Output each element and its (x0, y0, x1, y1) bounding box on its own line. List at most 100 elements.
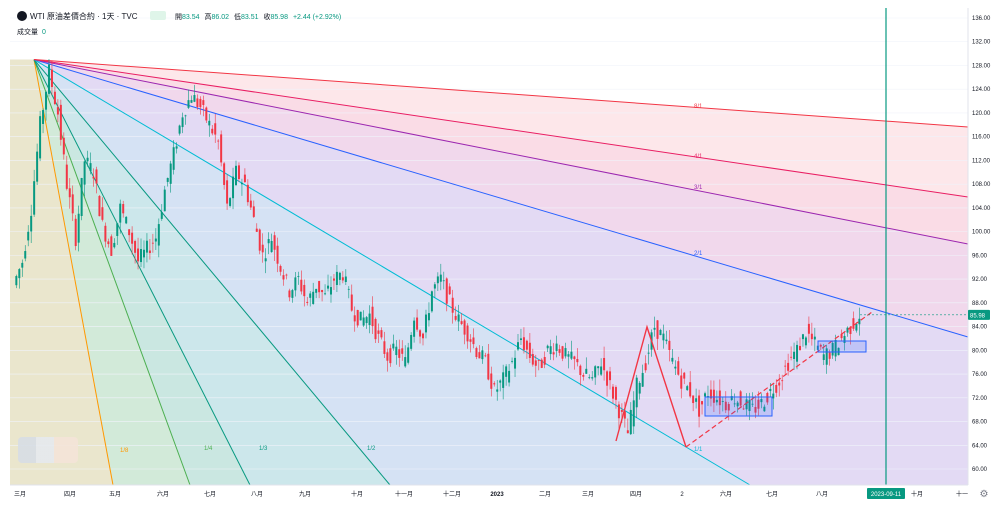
high-value: 86.02 (211, 14, 230, 21)
candle-body (297, 276, 300, 277)
candle-body (383, 341, 386, 354)
candle-body (754, 406, 757, 413)
candle-body (525, 340, 528, 350)
candle-body (353, 315, 356, 322)
candle-body (128, 229, 131, 236)
candle-body (522, 337, 525, 351)
candle-body (371, 306, 374, 327)
candle-body (74, 218, 77, 247)
price-axis-tick: 108.00 (972, 182, 991, 188)
candle-body (86, 157, 89, 162)
candle-body (603, 357, 606, 371)
candle-body (255, 228, 258, 232)
candle-body (190, 100, 193, 103)
fan-line (33, 59, 969, 198)
price-axis-tick: 128.00 (972, 63, 991, 69)
candle-body (511, 360, 514, 362)
fan-line-label: 1/2 (367, 446, 376, 452)
candle-body (276, 245, 279, 264)
symbol-title[interactable]: WTI 原油差價合約 · 1天 · TVC (30, 12, 138, 21)
time-axis-tick: 三月 (582, 491, 594, 498)
zigzag-arrow (615, 324, 687, 448)
candle-body (338, 272, 341, 280)
candle-body (837, 347, 840, 356)
market-status-badge[interactable] (150, 11, 166, 20)
settings-gear-icon[interactable]: ⚙ (979, 489, 989, 500)
time-axis-tick: 十月 (351, 490, 363, 498)
candle-body (193, 95, 196, 102)
candle-body (309, 293, 312, 298)
candle-body (184, 115, 187, 117)
candle-body (80, 178, 83, 217)
candle-body (698, 395, 701, 417)
candle-body (392, 343, 395, 349)
candle-body (77, 213, 80, 243)
candle-body (374, 318, 377, 340)
current-price-tag (968, 309, 990, 320)
change-value: +2.44 (+2.92%) (292, 14, 342, 21)
candle-body (347, 288, 350, 290)
price-axis-tick: 132.00 (972, 40, 991, 46)
candle-body (757, 399, 760, 409)
open-label: 開 (175, 14, 182, 21)
candle-body (368, 313, 371, 326)
open-value: 83.54 (182, 14, 200, 21)
candle-body (555, 343, 558, 351)
candle-body (644, 363, 647, 371)
candle-body (766, 392, 769, 403)
candle-body (692, 395, 695, 404)
price-axis-tick: 112.00 (972, 158, 991, 164)
candle-body (576, 358, 579, 363)
candle-body (62, 137, 65, 155)
candle-body (395, 346, 398, 356)
candle-body (460, 321, 463, 324)
candle-body (131, 232, 134, 244)
candle-body (196, 98, 199, 107)
candle-body (831, 342, 834, 356)
candle-body (798, 345, 801, 351)
candle-body (683, 372, 686, 379)
candle-body (208, 120, 211, 126)
fan-line-label: 4/1 (694, 154, 703, 160)
fan-line (33, 59, 251, 486)
candle-body (558, 349, 561, 353)
candle-body (439, 274, 442, 282)
candle-body (772, 393, 775, 399)
candle-body (50, 69, 53, 88)
candle-body (585, 368, 588, 374)
candle-body (273, 235, 276, 250)
price-axis-tick: 88.00 (972, 301, 988, 307)
candle-body (813, 336, 816, 340)
candle-body (71, 194, 74, 214)
fan-line (33, 59, 969, 128)
candle-body (267, 239, 270, 244)
candle-body (350, 294, 353, 311)
candle-body (181, 117, 184, 128)
candle-body (855, 324, 858, 331)
candle-body (858, 318, 861, 325)
fan-line (33, 59, 114, 486)
candle-body (632, 400, 635, 427)
candle-body (15, 276, 18, 286)
candle-body (825, 348, 828, 365)
low-label: 低 (233, 14, 241, 21)
time-axis-tick: 四月 (64, 491, 76, 498)
candle-body (270, 240, 273, 253)
candle-body (410, 334, 413, 349)
candle-body (822, 354, 825, 361)
fan-line-label: 1/4 (204, 446, 213, 452)
candle-body (294, 277, 297, 291)
candle-body (609, 371, 612, 381)
candle-body (205, 107, 208, 121)
candle-body (745, 399, 748, 410)
candle-body (401, 348, 404, 354)
candle-body (614, 387, 617, 400)
candle-body (638, 382, 641, 394)
candle-body (122, 204, 125, 214)
candle-body (834, 339, 837, 357)
candle-body (662, 333, 665, 341)
candle-body (163, 189, 166, 212)
candle-body (27, 231, 30, 241)
